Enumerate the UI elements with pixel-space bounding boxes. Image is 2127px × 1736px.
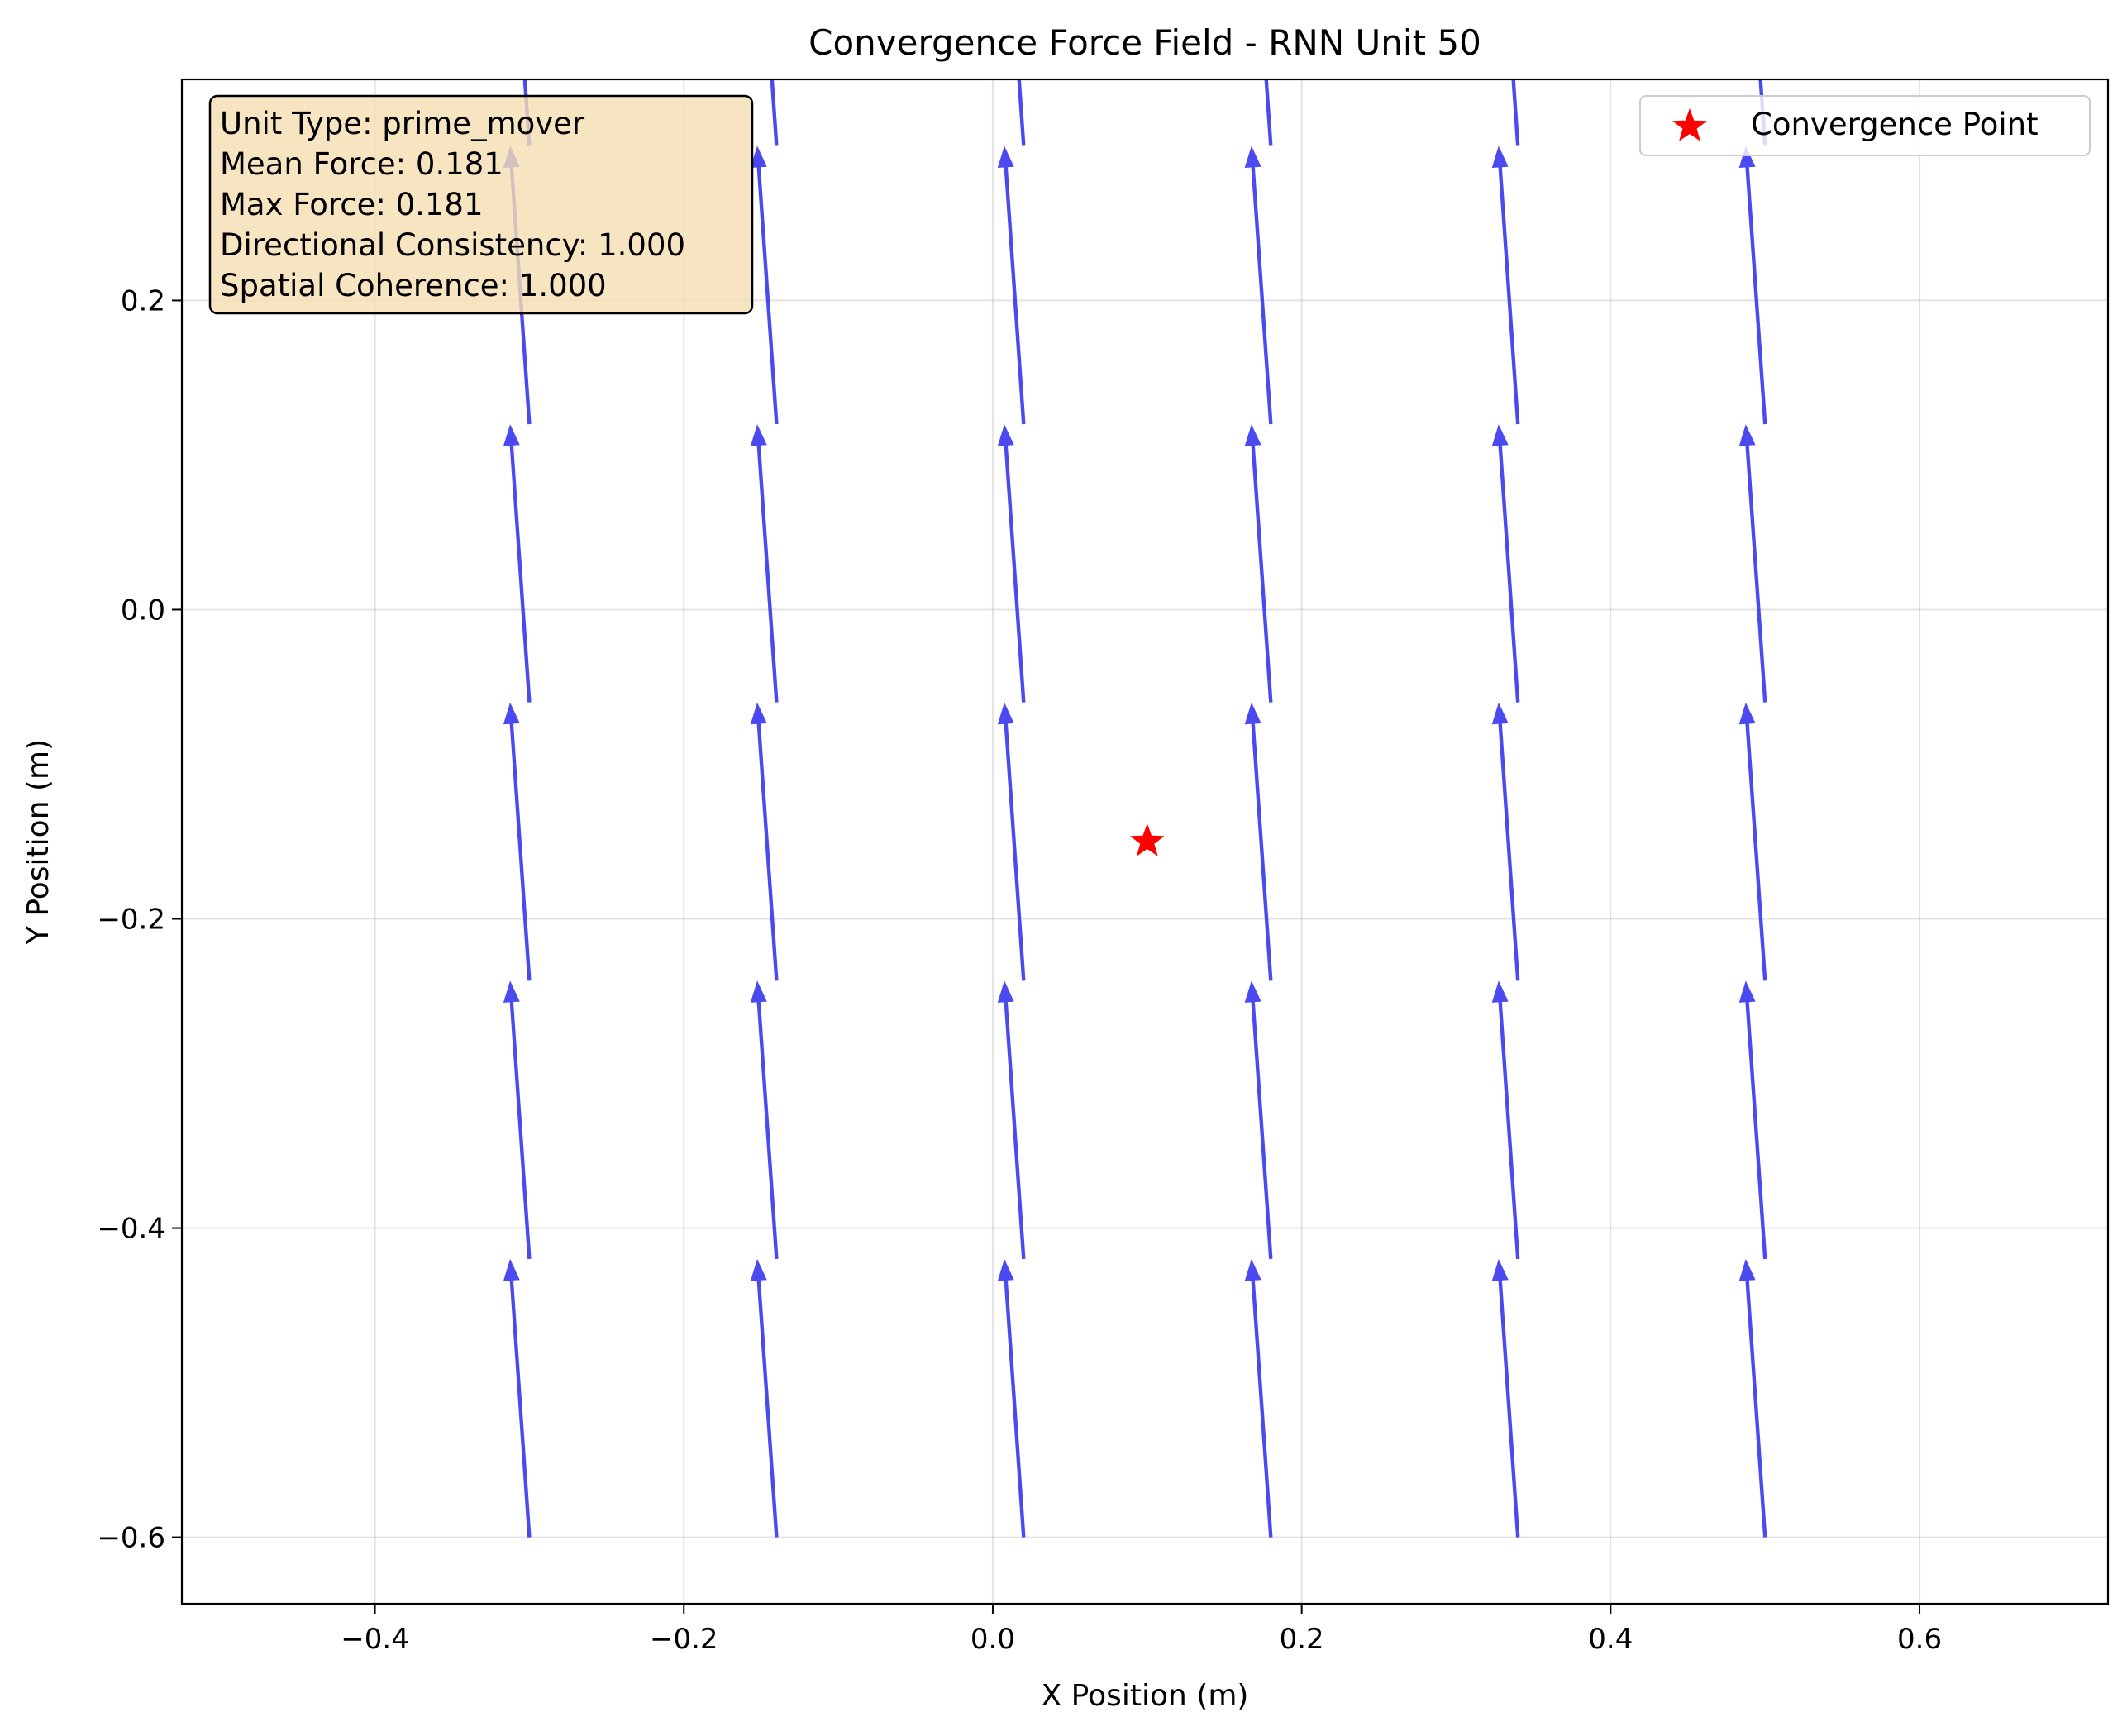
force-arrow — [997, 980, 1026, 1260]
force-arrow — [503, 145, 532, 425]
force-arrow — [997, 424, 1026, 703]
force-arrow — [1491, 702, 1520, 981]
info-box: Unit Type: prime_mover Mean Force: 0.181… — [208, 94, 754, 315]
force-arrow — [1491, 1258, 1520, 1538]
force-arrow — [1491, 145, 1520, 425]
info-box-background — [208, 94, 754, 315]
force-arrow — [1738, 145, 1767, 425]
force-arrow — [1491, 424, 1520, 703]
legend-star-marker — [1672, 108, 1707, 141]
info-line-spatial-coherence: Spatial Coherence: 1.000 — [220, 268, 607, 303]
force-arrow — [503, 980, 532, 1260]
force-arrow — [750, 702, 779, 981]
grid-lines — [182, 79, 2108, 1604]
axis-ticks: −0.4 −0.2 0.0 0.2 0.4 0.6 −0.6 −0.4 −0.2 0.0 0.2 — [97, 284, 1942, 1656]
force-arrow — [1017, 79, 1026, 146]
force-arrow — [1491, 980, 1520, 1260]
force-arrows — [503, 79, 1767, 1538]
info-line-mean-force: Mean Force: 0.181 — [220, 146, 503, 182]
force-arrow — [1244, 145, 1273, 425]
force-arrow — [503, 424, 532, 703]
legend-entry-convergence-point: Convergence Point — [1751, 107, 2039, 142]
force-arrow — [1244, 702, 1273, 981]
info-line-unit-type: Unit Type: prime_mover — [220, 106, 585, 141]
force-arrow — [1244, 424, 1273, 703]
y-tick-label: −0.2 — [97, 904, 165, 937]
info-line-directional-consistency: Directional Consistency: 1.000 — [220, 227, 685, 263]
force-arrow — [1738, 980, 1767, 1260]
y-axis-label: Y Position (m) — [21, 739, 55, 945]
force-arrow — [997, 702, 1026, 981]
force-arrow — [1511, 79, 1520, 146]
force-arrow — [750, 145, 779, 425]
x-tick-label: 0.6 — [1897, 1623, 1942, 1656]
info-line-max-force: Max Force: 0.181 — [220, 187, 484, 222]
legend: Convergence Point — [1639, 95, 2091, 156]
force-arrow — [770, 79, 779, 146]
force-arrow — [503, 1258, 532, 1538]
force-arrow — [1244, 1258, 1273, 1538]
force-arrow — [997, 1258, 1026, 1538]
convergence-point-marker — [1129, 823, 1165, 856]
x-tick-label: 0.0 — [971, 1623, 1015, 1656]
force-arrow — [750, 980, 779, 1260]
x-axis-label: X Position (m) — [1042, 1679, 1249, 1713]
y-tick-label: −0.4 — [97, 1213, 165, 1246]
force-arrow — [1738, 702, 1767, 981]
force-arrow — [750, 1258, 779, 1538]
force-arrow — [1244, 980, 1273, 1260]
plot-frame — [180, 78, 2110, 1605]
force-arrow — [1738, 1258, 1767, 1538]
force-arrow — [1264, 79, 1273, 146]
x-tick-label: 0.4 — [1588, 1623, 1633, 1656]
force-arrow — [1738, 424, 1767, 703]
force-arrow — [503, 702, 532, 981]
y-tick-label: 0.2 — [121, 284, 165, 317]
x-tick-label: −0.4 — [341, 1623, 409, 1656]
y-tick-label: 0.0 — [121, 594, 165, 627]
x-tick-label: −0.2 — [650, 1623, 718, 1656]
x-tick-label: 0.2 — [1280, 1623, 1324, 1656]
force-arrow — [997, 145, 1026, 425]
convergence-point-layer — [1129, 823, 1165, 856]
legend-frame — [1639, 95, 2091, 156]
y-tick-label: −0.6 — [97, 1522, 165, 1555]
chart-title: Convergence Force Field - RNN Unit 50 — [808, 22, 1481, 63]
force-arrow — [750, 424, 779, 703]
